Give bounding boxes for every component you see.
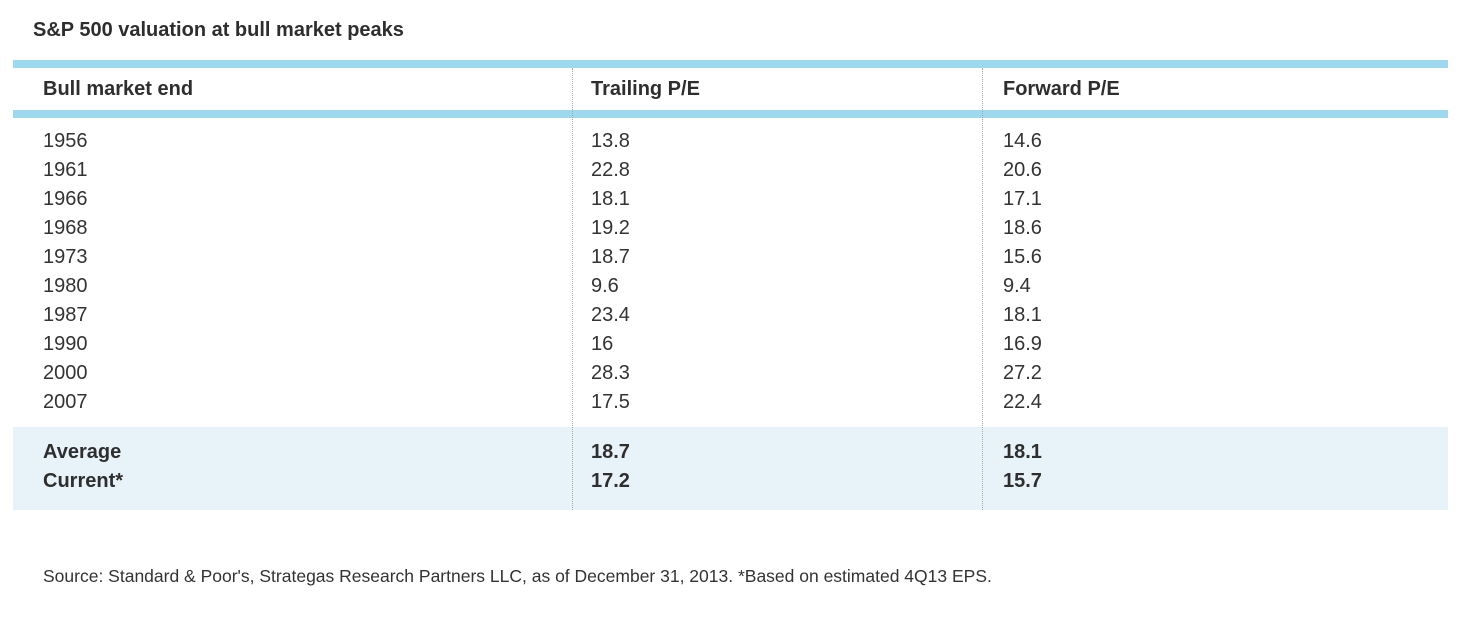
- header-trailing-pe: Trailing P/E: [591, 77, 700, 100]
- cell-bull-market-end: 1968: [43, 217, 88, 239]
- cell-forward-pe: 20.6: [1003, 159, 1042, 181]
- cell-bull-market-end: 1956: [43, 130, 88, 152]
- table-top-rule: [13, 60, 1448, 68]
- source-note: Source: Standard & Poor's, Strategas Res…: [43, 566, 992, 586]
- table-row: 1956 13.8 14.6: [13, 127, 1448, 156]
- table-header-bottom-rule: [13, 110, 1448, 118]
- cell-forward-pe: 15.6: [1003, 246, 1042, 268]
- cell-forward-pe: 18.1: [1003, 441, 1042, 463]
- table-row: 1961 22.8 20.6: [13, 156, 1448, 185]
- header-forward-pe: Forward P/E: [1003, 77, 1120, 100]
- valuation-table: Bull market end Trailing P/E Forward P/E…: [13, 60, 1448, 510]
- table-row: 1973 18.7 15.6: [13, 243, 1448, 272]
- cell-forward-pe: 14.6: [1003, 130, 1042, 152]
- cell-trailing-pe: 19.2: [591, 217, 630, 239]
- cell-bull-market-end: 1980: [43, 275, 88, 297]
- cell-trailing-pe: 28.3: [591, 362, 630, 384]
- header-bull-market-end: Bull market end: [43, 77, 194, 100]
- cell-bull-market-end: Average: [43, 441, 122, 463]
- page-title: S&P 500 valuation at bull market peaks: [33, 19, 404, 41]
- cell-bull-market-end: 2007: [43, 391, 88, 413]
- table-summary-band: Average 18.7 18.1 Current* 17.2 15.7: [13, 427, 1448, 510]
- table-header-row: Bull market end Trailing P/E Forward P/E: [13, 68, 1448, 110]
- cell-trailing-pe: 18.1: [591, 188, 630, 210]
- column-divider-trailing: [572, 68, 573, 510]
- cell-bull-market-end: 1990: [43, 333, 88, 355]
- cell-bull-market-end: Current*: [43, 470, 124, 492]
- cell-trailing-pe: 18.7: [591, 441, 630, 463]
- cell-forward-pe: 9.4: [1003, 275, 1031, 297]
- cell-forward-pe: 18.6: [1003, 217, 1042, 239]
- cell-trailing-pe: 22.8: [591, 159, 630, 181]
- cell-forward-pe: 18.1: [1003, 304, 1042, 326]
- table-row: 1966 18.1 17.1: [13, 185, 1448, 214]
- cell-trailing-pe: 18.7: [591, 246, 630, 268]
- cell-bull-market-end: 2000: [43, 362, 88, 384]
- cell-bull-market-end: 1987: [43, 304, 88, 326]
- table-row: Current* 17.2 15.7: [13, 467, 1448, 496]
- table-row: 1990 16 16.9: [13, 330, 1448, 359]
- cell-trailing-pe: 9.6: [591, 275, 619, 297]
- cell-trailing-pe: 23.4: [591, 304, 630, 326]
- cell-forward-pe: 27.2: [1003, 362, 1042, 384]
- column-divider-forward: [982, 68, 983, 510]
- cell-trailing-pe: 17.5: [591, 391, 630, 413]
- cell-trailing-pe: 17.2: [591, 470, 630, 492]
- cell-bull-market-end: 1961: [43, 159, 88, 181]
- table-body: 1956 13.8 14.6 1961 22.8 20.6 1966 18.1 …: [13, 118, 1448, 427]
- cell-forward-pe: 16.9: [1003, 333, 1042, 355]
- cell-forward-pe: 17.1: [1003, 188, 1042, 210]
- cell-trailing-pe: 16: [591, 333, 614, 355]
- cell-trailing-pe: 13.8: [591, 130, 630, 152]
- table-row: 1968 19.2 18.6: [13, 214, 1448, 243]
- table-row: 1987 23.4 18.1: [13, 301, 1448, 330]
- cell-forward-pe: 22.4: [1003, 391, 1042, 413]
- table-row: 1980 9.6 9.4: [13, 272, 1448, 301]
- cell-bull-market-end: 1966: [43, 188, 88, 210]
- table-row: Average 18.7 18.1: [13, 438, 1448, 467]
- cell-bull-market-end: 1973: [43, 246, 88, 268]
- cell-forward-pe: 15.7: [1003, 470, 1042, 492]
- table-row: 2007 17.5 22.4: [13, 388, 1448, 417]
- table-row: 2000 28.3 27.2: [13, 359, 1448, 388]
